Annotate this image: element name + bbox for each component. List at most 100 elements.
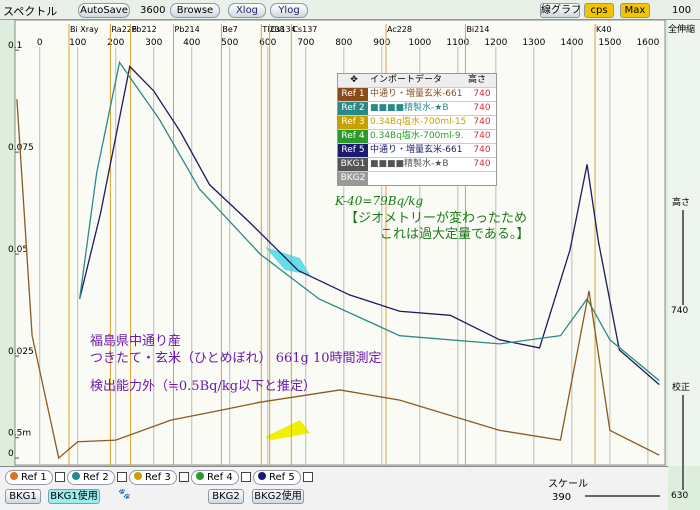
table-row: BKG1 ■■■■精製水-★B 740 — [338, 157, 496, 171]
header-cell: インポートデータ — [370, 75, 443, 85]
table-row: Ref 5 中通り・増量玄米-661 740 — [338, 143, 496, 157]
x-tick-label: 1300 — [522, 38, 545, 48]
row-label: Ref 1 — [338, 88, 368, 101]
annotation: つきたて・玄米（ひとめぼれ） 661g 10時間測定 — [90, 351, 382, 366]
ref-name: Ref 1 — [21, 472, 47, 483]
y-tick-label: 0.05 — [8, 245, 28, 255]
nuclide-label: Ac228 — [387, 25, 412, 34]
x-tick-label: 700 — [297, 38, 314, 48]
x-tick-label: 500 — [221, 38, 238, 48]
row-name: ■■■■精製水-★B — [370, 159, 449, 169]
bkg2-use-button[interactable]: BKG2使用 — [252, 489, 304, 504]
checkbox[interactable] — [303, 472, 313, 482]
nuclide-label: Pb212 — [132, 25, 157, 34]
ref-button[interactable]: Ref 3 — [129, 470, 177, 485]
row-label: BKG1 — [338, 158, 368, 171]
graph-mode-button[interactable]: 線グラフ — [540, 3, 581, 18]
nuclide-label: Tl208 — [261, 25, 284, 34]
x-tick-label: 900 — [373, 38, 390, 48]
max-value: 100 — [672, 5, 692, 16]
x-tick-label: 100 — [69, 38, 86, 48]
bkg1-button[interactable]: BKG1 — [5, 489, 41, 504]
ref-name: Ref 4 — [207, 472, 233, 483]
x-tick-label: 400 — [183, 38, 200, 48]
x-tick-label: 1600 — [636, 38, 659, 48]
row-name: 0.34Bq塩水-700ml-9. — [370, 131, 464, 141]
x-tick-label: 1200 — [484, 38, 507, 48]
icon[interactable]: 🐾 — [118, 489, 131, 500]
ref-button[interactable]: Ref 2 — [67, 470, 115, 485]
x-tick-label: 300 — [145, 38, 162, 48]
x-tick-label: 1400 — [560, 38, 583, 48]
toolbar: スペクトル AutoSave 3600 Browse Xlog Ylog 線グラ… — [0, 0, 700, 20]
row-name: ■■■■精製水-★B — [370, 103, 449, 113]
zoom-label: 全伸縮 — [668, 25, 696, 35]
nuclide-label: Bi Xray — [70, 25, 99, 34]
row-height: 740 — [473, 131, 491, 141]
ref-dot — [72, 472, 80, 480]
checkbox[interactable] — [179, 472, 189, 482]
row-name: 中通り・増量玄米-661 — [370, 89, 463, 99]
nuclide-label: Cs137 — [292, 25, 317, 34]
xlog-button[interactable]: Xlog — [228, 3, 266, 18]
annotation: 福島県中通り産 — [90, 333, 181, 349]
x-tick-label: 1500 — [598, 38, 621, 48]
x-tick-label: 1100 — [446, 38, 469, 48]
annotation: 【ジオメトリーが変わったため — [345, 210, 527, 226]
row-height: 740 — [473, 159, 491, 169]
scale-label: スケール — [548, 479, 588, 490]
checkbox[interactable] — [117, 472, 127, 482]
scale-value: 390 — [552, 492, 572, 503]
browse-button[interactable]: Browse — [170, 3, 220, 18]
x-tick-label: 800 — [335, 38, 352, 48]
ref-button[interactable]: Ref 4 — [191, 470, 239, 485]
ref-dot — [196, 472, 204, 480]
ref-button[interactable]: Ref 1 — [5, 470, 53, 485]
ylog-button[interactable]: Ylog — [270, 3, 308, 18]
spectrum-line — [78, 65, 660, 386]
side-panel: 全伸縮 高さ 740 校正 630 — [668, 20, 700, 501]
ref-button[interactable]: Ref 5 — [253, 470, 301, 485]
height-slider[interactable] — [682, 210, 684, 305]
checkbox[interactable] — [55, 472, 65, 482]
y-tick-label: 0.025 — [8, 347, 34, 357]
nuclide-label: K40 — [596, 25, 611, 34]
height-label: 高さ — [672, 198, 691, 208]
time: 3600 — [140, 5, 166, 16]
checkbox[interactable] — [241, 472, 251, 482]
header-cell: 高さ — [468, 75, 487, 85]
row-label: Ref 3 — [338, 116, 368, 129]
row-height: 740 — [473, 117, 491, 127]
x-tick-label: 1000 — [408, 38, 431, 48]
x-tick-label: 200 — [107, 38, 124, 48]
annotation: 検出能力外（≒0.5Bq/kg以下と推定） — [90, 379, 316, 394]
ref-dot — [10, 472, 18, 480]
nuclide-label: Cs134 — [271, 25, 296, 34]
ref-dot — [258, 472, 266, 480]
bkg2-button[interactable]: BKG2 — [208, 489, 244, 504]
calib-label: 校正 — [672, 383, 691, 393]
bkg1-use-button[interactable]: BKG1使用 — [48, 489, 100, 504]
nuclide-label: Pb214 — [175, 25, 200, 34]
yellow-fill — [265, 420, 310, 440]
calib-slider[interactable] — [682, 395, 684, 490]
ref-name: Ref 2 — [83, 472, 109, 483]
ref-table: ✥ インポートデータ 高さ Ref 1 中通り・増量玄米-661 740 Ref 2 ■… — [337, 73, 497, 186]
scale-slider[interactable] — [585, 495, 660, 497]
x-tick-label: 0 — [37, 38, 43, 48]
table-header: ✥ インポートデータ 高さ — [338, 74, 496, 87]
ref-name: Ref 3 — [145, 472, 171, 483]
cps-button[interactable]: cps — [584, 3, 614, 18]
row-label: Ref 4 — [338, 130, 368, 143]
annotations: K-40=79Bq/kg 【ジオメトリーが変わったため これは過大定量である。】… — [90, 194, 529, 394]
table-row: Ref 4 0.34Bq塩水-700ml-9. 740 — [338, 129, 496, 143]
cyan-fill — [265, 247, 310, 275]
max-button[interactable]: Max — [620, 3, 650, 18]
nuclide-label: Ra226 — [111, 25, 137, 34]
autosave-button[interactable]: AutoSave — [78, 3, 130, 18]
row-height: 740 — [473, 103, 491, 113]
table-row: Ref 2 ■■■■精製水-★B 740 — [338, 101, 496, 115]
table-row: BKG2 — [338, 171, 496, 185]
table-row: Ref 3 0.34Bq塩水-700ml-15 740 — [338, 115, 496, 129]
